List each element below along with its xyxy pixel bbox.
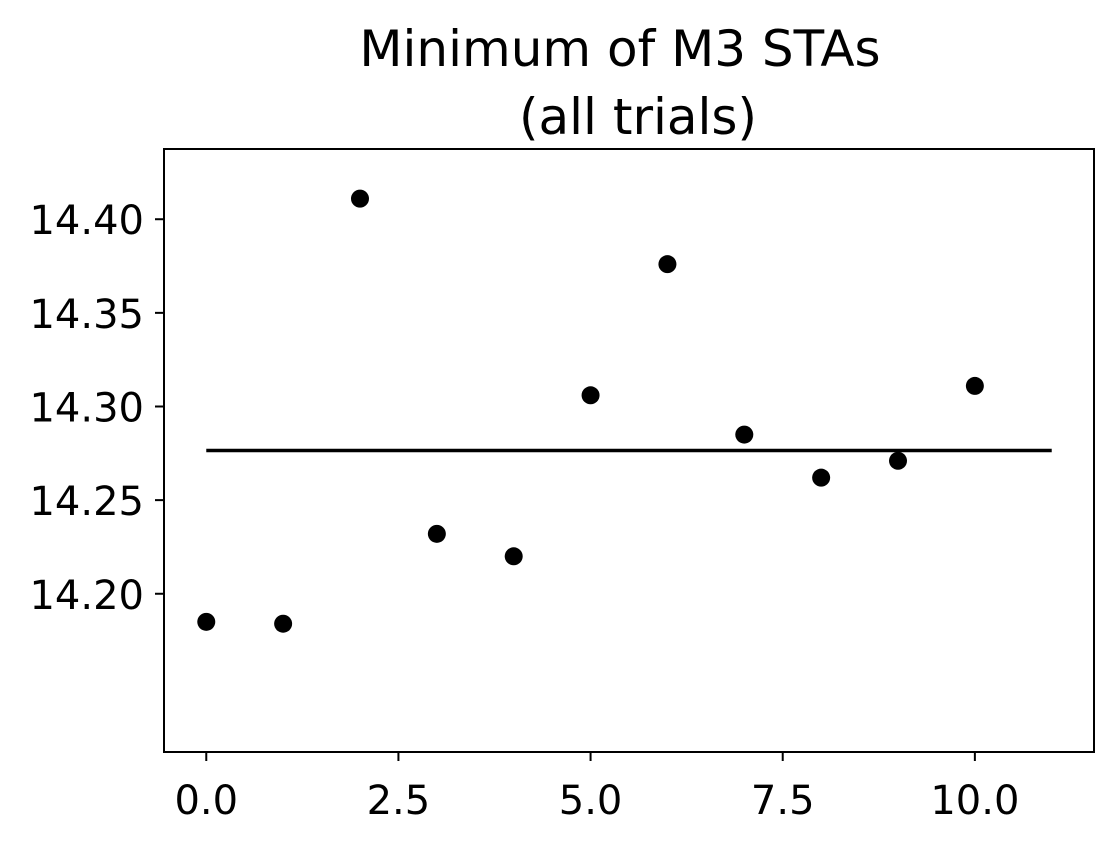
data-point <box>274 614 293 633</box>
y-tick-label: 14.25 <box>29 479 144 525</box>
y-tick-label: 14.40 <box>29 198 144 244</box>
plot-area: 0.0 2.5 5.0 7.5 10.0 14.20 14.25 14.30 14.35 14.4… <box>29 189 1052 824</box>
y-tick-label: 14.20 <box>29 573 144 619</box>
y-tick-label: 14.30 <box>29 385 144 431</box>
data-point <box>889 451 908 470</box>
chart-title-line-1: Minimum of M3 STAs <box>359 20 880 78</box>
x-tick-label: 0.0 <box>174 778 238 824</box>
x-tick-label: 5.0 <box>559 778 623 824</box>
data-point <box>581 386 600 405</box>
data-point <box>504 547 523 566</box>
data-point <box>197 612 216 631</box>
data-point <box>812 468 831 487</box>
data-point <box>350 189 369 208</box>
x-tick-label: 7.5 <box>751 778 815 824</box>
data-point <box>735 425 754 444</box>
data-point <box>965 376 984 395</box>
data-point <box>427 524 446 543</box>
chart-title-line-2: (all trials) <box>519 88 757 146</box>
data-point <box>658 255 677 274</box>
y-tick-label: 14.35 <box>29 292 144 338</box>
plot-frame <box>163 148 1095 753</box>
x-tick-label: 2.5 <box>367 778 431 824</box>
x-tick-label: 10.0 <box>930 778 1019 824</box>
